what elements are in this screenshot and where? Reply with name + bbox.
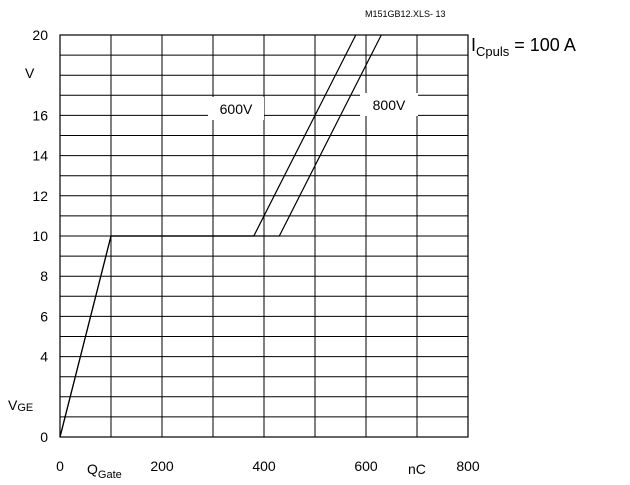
y-axis-symbol: VGE (8, 397, 33, 414)
annotation: ICpuls = 100 A (471, 35, 576, 59)
plot-frame (59, 34, 469, 438)
y-tick-label: 0 (40, 429, 48, 445)
x-axis-symbol: QGate (87, 461, 122, 481)
y-tick-label: 6 (40, 308, 48, 324)
series-label-800v: 800V (373, 97, 406, 113)
tick-labels: 0 200 400 600 800 0 4 6 8 10 12 14 16 20 (32, 27, 479, 474)
x-unit: nC (408, 461, 426, 477)
series-label-background (360, 93, 418, 116)
series-label-background (208, 97, 264, 120)
x-tick-label: 600 (354, 458, 378, 474)
y-tick-label: 10 (32, 228, 48, 244)
y-tick-label: 14 (32, 148, 48, 164)
x-tick-label: 800 (456, 458, 480, 474)
y-tick-label: 16 (32, 107, 48, 123)
y-tick-label: 20 (32, 27, 48, 43)
x-tick-label: 400 (252, 458, 276, 474)
source-id: M151GB12.XLS- 13 (365, 9, 446, 19)
series-labels: 600V 800V (208, 93, 418, 120)
series-line-800v (60, 35, 382, 437)
y-tick-label: 12 (32, 188, 48, 204)
series-label-600v: 600V (220, 101, 253, 117)
x-tick-label: 200 (150, 458, 174, 474)
y-unit: V (25, 65, 35, 81)
x-tick-label: 0 (56, 458, 64, 474)
y-tick-label: 8 (40, 268, 48, 284)
series-layer (60, 35, 382, 437)
y-tick-label: 4 (40, 349, 48, 365)
